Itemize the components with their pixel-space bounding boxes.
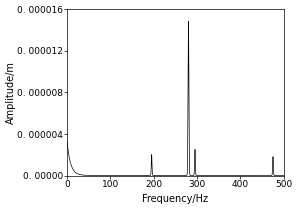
X-axis label: Frequency/Hz: Frequency/Hz [142,194,209,205]
Y-axis label: Amplitude/m: Amplitude/m [6,61,15,124]
